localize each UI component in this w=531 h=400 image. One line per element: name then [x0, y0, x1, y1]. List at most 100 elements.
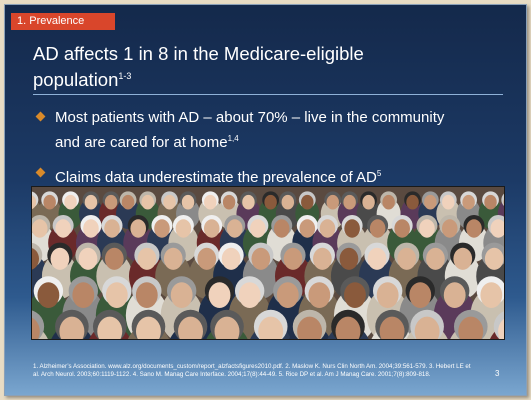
crowd-figure-face — [343, 194, 356, 210]
crowd-figure-face — [503, 199, 504, 206]
crowd-figure-hair — [501, 193, 504, 206]
crowd-figure-face — [83, 219, 99, 238]
crowd-figure-face — [319, 219, 336, 238]
crowd-figure-face — [32, 195, 37, 210]
crowd-figure-face — [64, 194, 77, 210]
crowd-figure-face — [273, 219, 290, 238]
crowd-figure-face — [379, 316, 405, 339]
crowd-figure-face — [197, 247, 217, 270]
crowd-figure-face — [382, 194, 395, 210]
crowd-figure-face — [32, 219, 48, 238]
crowd-figure-face — [419, 219, 435, 238]
slide-title: AD affects 1 in 8 in the Medicare-eligib… — [33, 43, 503, 91]
crowd-figure-face — [276, 282, 299, 308]
crowd-figure-face — [484, 247, 504, 270]
crowd-figure-face — [480, 282, 503, 308]
crowd-figure-face — [339, 247, 359, 270]
crowd-figure-face — [32, 248, 39, 270]
crowd-figure-face — [297, 316, 323, 339]
crowd-figure-face — [498, 318, 504, 339]
crowd-figure-face — [222, 194, 236, 210]
crowd-figure-face — [97, 316, 123, 339]
crowd-figure-face — [214, 316, 240, 339]
crowd-figure-face — [490, 219, 504, 238]
crowd-figure-face — [104, 194, 118, 210]
crowd-figure-face — [121, 194, 135, 210]
crowd-figure-face — [362, 194, 375, 210]
crowd-figure-face — [208, 282, 231, 308]
crowd-figure-face — [301, 194, 314, 210]
crowd-figure-face — [443, 282, 466, 308]
crowd-figure-face — [458, 316, 484, 339]
crowd-photo-illustration — [32, 187, 504, 339]
crowd-figure-face — [466, 219, 482, 238]
crowd-figure-face — [251, 247, 271, 270]
crowd-figure-face — [441, 219, 458, 238]
crowd-figure-face — [203, 219, 220, 238]
crowd-figure-face — [406, 194, 419, 210]
diamond-bullet-icon — [35, 167, 46, 178]
bullet-list: Most patients with AD – about 70% – live… — [35, 107, 505, 198]
crowd-figure-face — [414, 316, 440, 339]
crowd-figure-face — [170, 282, 193, 308]
crowd-figure-face — [135, 316, 161, 339]
crowd-figure-face — [484, 194, 497, 210]
crowd-figure-face — [308, 282, 331, 308]
crowd-figure-face — [141, 194, 154, 210]
crowd-figure-face — [376, 282, 399, 308]
crowd-figure-face — [424, 194, 437, 210]
page-number: 3 — [495, 369, 500, 378]
crowd-figure-face — [226, 219, 243, 238]
crowd-figure-face — [462, 194, 475, 210]
crowd-figure-face — [163, 247, 183, 270]
bullet-text-cont: and are cared for at home — [55, 134, 228, 151]
crowd-figure-face — [335, 316, 361, 339]
section-tag: 1. Prevalence — [11, 13, 115, 30]
crowd-figure-face — [59, 316, 85, 339]
crowd-figure-face — [326, 194, 339, 210]
crowd-figure-face — [299, 219, 316, 238]
crowd-figure-face — [181, 194, 195, 210]
crowd-figure-face — [135, 282, 158, 308]
bullet-text: Most patients with AD – about 70% – live… — [55, 109, 445, 126]
crowd-figure-face — [313, 247, 332, 270]
crowd-figure-face — [32, 317, 40, 339]
crowd-figure-face — [238, 282, 261, 308]
crowd-figure-face — [163, 194, 176, 210]
crowd-figure-face — [175, 219, 192, 238]
crowd-figure-face — [37, 282, 60, 308]
crowd-figure-face — [281, 194, 295, 210]
crowd-figure-face — [369, 219, 386, 238]
title-line-1: AD affects 1 in 8 in the Medicare-eligib… — [33, 43, 364, 64]
crowd-figure-face — [394, 219, 410, 238]
crowd-figure-face — [105, 282, 128, 308]
crowd-figure-face — [409, 282, 432, 308]
crowd-figure-face — [344, 219, 360, 238]
crowd-figure-face — [258, 316, 284, 339]
bullet-item: Claims data underestimate the prevalence… — [35, 163, 505, 188]
crowd-figure-face — [250, 219, 266, 238]
crowd-figure-face — [264, 194, 277, 210]
crowd-figure-face — [50, 247, 70, 270]
crowd-figure-face — [154, 219, 170, 238]
crowd-figure-face — [137, 247, 157, 270]
crowd-figure-face — [221, 247, 241, 270]
references: 1. Alzheimer’s Association. www.alz.org/… — [33, 363, 471, 378]
bullet-text: Claims data underestimate the prevalence… — [55, 169, 377, 186]
crowd-figure-face — [104, 219, 120, 238]
crowd-figure-face — [397, 247, 417, 270]
title-line-2: population — [33, 69, 119, 90]
bullet-citation: 1,4 — [227, 134, 239, 143]
crowd-figure-face — [130, 219, 147, 238]
bullet-citation: 5 — [376, 169, 382, 178]
crowd-figure-face — [453, 247, 473, 270]
crowd-figure-face — [442, 194, 455, 210]
crowd-figure-face — [84, 194, 98, 210]
crowd-figure-face — [367, 247, 387, 270]
crowd-figure-face — [72, 282, 95, 308]
crowd-figure-face — [43, 194, 56, 210]
crowd-figure-face — [283, 247, 303, 270]
title-citation: 1-3 — [118, 71, 132, 81]
title-divider — [33, 94, 503, 95]
bullet-item: Most patients with AD – about 70% – live… — [35, 107, 505, 153]
